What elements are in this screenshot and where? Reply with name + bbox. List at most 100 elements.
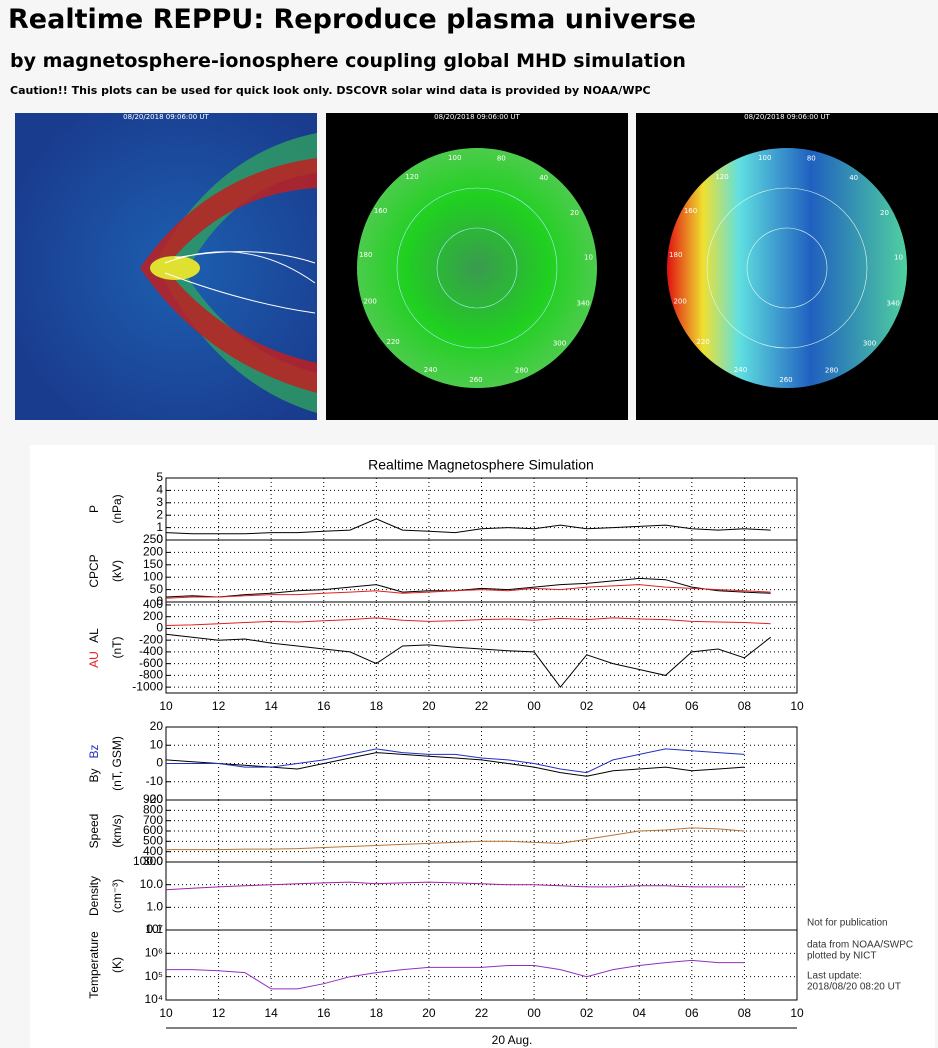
- note: data from NOAA/SWPC: [807, 940, 913, 951]
- legend-label: AU: [87, 651, 101, 668]
- data-line: [166, 519, 771, 534]
- y-axis-unit: (nPa): [110, 494, 124, 523]
- y-tick-label: 50: [150, 582, 164, 596]
- page-title: Realtime REPPU: Reproduce plasma univers…: [8, 4, 696, 35]
- polar-label: 260: [779, 376, 792, 384]
- y-tick-label: 900: [143, 792, 163, 806]
- y-tick-label: 10: [150, 737, 164, 751]
- x-tick-label: 16: [317, 1006, 331, 1020]
- x-tick-label: 20: [422, 1006, 436, 1020]
- x-tick-label: 18: [370, 1006, 384, 1020]
- x-tick-label: 10: [159, 699, 173, 713]
- polar-label: 80: [807, 155, 816, 163]
- polar-label: 200: [673, 298, 686, 306]
- mhd-image: 08/20/2018 09:06:00 UT: [15, 113, 317, 420]
- data-line: [166, 828, 744, 850]
- polar-label: 160: [684, 207, 697, 215]
- polar-label: 260: [469, 376, 482, 384]
- x-tick-label: 10: [159, 1006, 173, 1020]
- y-tick-label: 400: [143, 597, 163, 611]
- polar-label: 200: [363, 298, 376, 306]
- timestamp: 08/20/2018 09:06:00 UT: [744, 113, 830, 121]
- data-line: [166, 960, 744, 989]
- y-axis-unit: (nT): [110, 637, 124, 659]
- polar-label: 300: [863, 340, 876, 348]
- polar-label: 180: [359, 251, 372, 259]
- x-tick-label: 12: [212, 1006, 226, 1020]
- note: Not for publication: [807, 918, 888, 929]
- polar-label: 100: [448, 154, 461, 162]
- x-tick-label: 20: [422, 699, 436, 713]
- polar-label: 20: [570, 209, 579, 217]
- y-tick-label: 10.0: [140, 877, 164, 891]
- x-tick-label: 10: [790, 699, 804, 713]
- polar-label: 180: [669, 251, 682, 259]
- polar-label: 160: [374, 207, 387, 215]
- polar-label: 40: [849, 174, 858, 182]
- y-tick-label: 3: [156, 495, 163, 509]
- x-tick-label: 06: [685, 1006, 699, 1020]
- y-tick-label: 10⁵: [145, 969, 163, 983]
- x-tick-label: 10: [790, 1006, 804, 1020]
- y-axis-label: P: [87, 505, 101, 513]
- x-tick-label: 08: [738, 699, 752, 713]
- y-tick-label: 2: [156, 507, 163, 521]
- y-axis-label: Density: [87, 876, 101, 916]
- y-axis-unit: (kV): [110, 560, 124, 582]
- legend-label: Bz: [87, 744, 101, 758]
- y-tick-label: 0: [156, 756, 163, 770]
- x-tick-label: 04: [633, 1006, 647, 1020]
- y-axis-label: Speed: [87, 814, 101, 849]
- x-axis-label: 20 Aug.: [492, 1033, 533, 1047]
- x-tick-label: 04: [633, 699, 647, 713]
- page: Realtime REPPU: Reproduce plasma univers…: [0, 0, 938, 1048]
- y-axis-unit: (nT, GSM): [110, 736, 124, 791]
- y-tick-label: 100.0: [133, 854, 163, 868]
- chart-title: Realtime Magnetosphere Simulation: [368, 457, 594, 473]
- x-tick-label: 16: [317, 699, 331, 713]
- polar-label: 220: [386, 338, 399, 346]
- x-tick-label: 08: [738, 1006, 752, 1020]
- panel-frame: [166, 602, 797, 693]
- note: plotted by NICT: [807, 951, 876, 962]
- polar-label: 100: [758, 154, 771, 162]
- polar-label: 280: [825, 367, 838, 375]
- data-line: [166, 634, 771, 687]
- panel-frame: [166, 862, 797, 930]
- polar-label: 120: [715, 173, 728, 181]
- chart: Realtime Magnetosphere Simulation 20 Aug…: [30, 445, 935, 1048]
- data-line: [166, 749, 744, 773]
- polar-label: 340: [576, 300, 589, 308]
- polar-label: 40: [539, 174, 548, 182]
- data-line: [166, 753, 744, 777]
- timestamp: 08/20/2018 09:06:00 UT: [123, 113, 209, 121]
- polar-label: 120: [405, 173, 418, 181]
- y-tick-label: 100: [143, 569, 163, 583]
- y-tick-label: -10: [146, 774, 164, 788]
- y-tick-label: 10⁶: [145, 946, 163, 960]
- note: 2018/08/20 08:20 UT: [807, 982, 901, 993]
- x-tick-label: 02: [580, 1006, 594, 1020]
- y-tick-label: 150: [143, 557, 163, 571]
- x-tick-label: 06: [685, 699, 699, 713]
- polar-label: 80: [497, 155, 506, 163]
- polar-label: 280: [515, 367, 528, 375]
- x-tick-label: 22: [475, 699, 489, 713]
- y-axis-label: CPCP: [87, 554, 101, 587]
- x-tick-label: 14: [264, 1006, 278, 1020]
- y-tick-label: 1.0: [146, 900, 163, 914]
- y-tick-label: 10⁴: [144, 992, 163, 1006]
- y-axis-unit: (km/s): [110, 814, 124, 847]
- y-tick-label: 250: [143, 532, 163, 546]
- y-tick-label: 10⁷: [145, 922, 163, 936]
- panel-frame: [166, 930, 797, 1000]
- polar-label: 220: [696, 338, 709, 346]
- data-line: [166, 618, 771, 626]
- caution: Caution!! This plots can be used for qui…: [10, 84, 651, 97]
- polar-label: 240: [424, 366, 437, 374]
- data-line: [166, 585, 771, 599]
- polar-label: 240: [734, 366, 747, 374]
- timestamp: 08/20/2018 09:06:00 UT: [434, 113, 520, 121]
- polar-label: 10: [894, 253, 903, 261]
